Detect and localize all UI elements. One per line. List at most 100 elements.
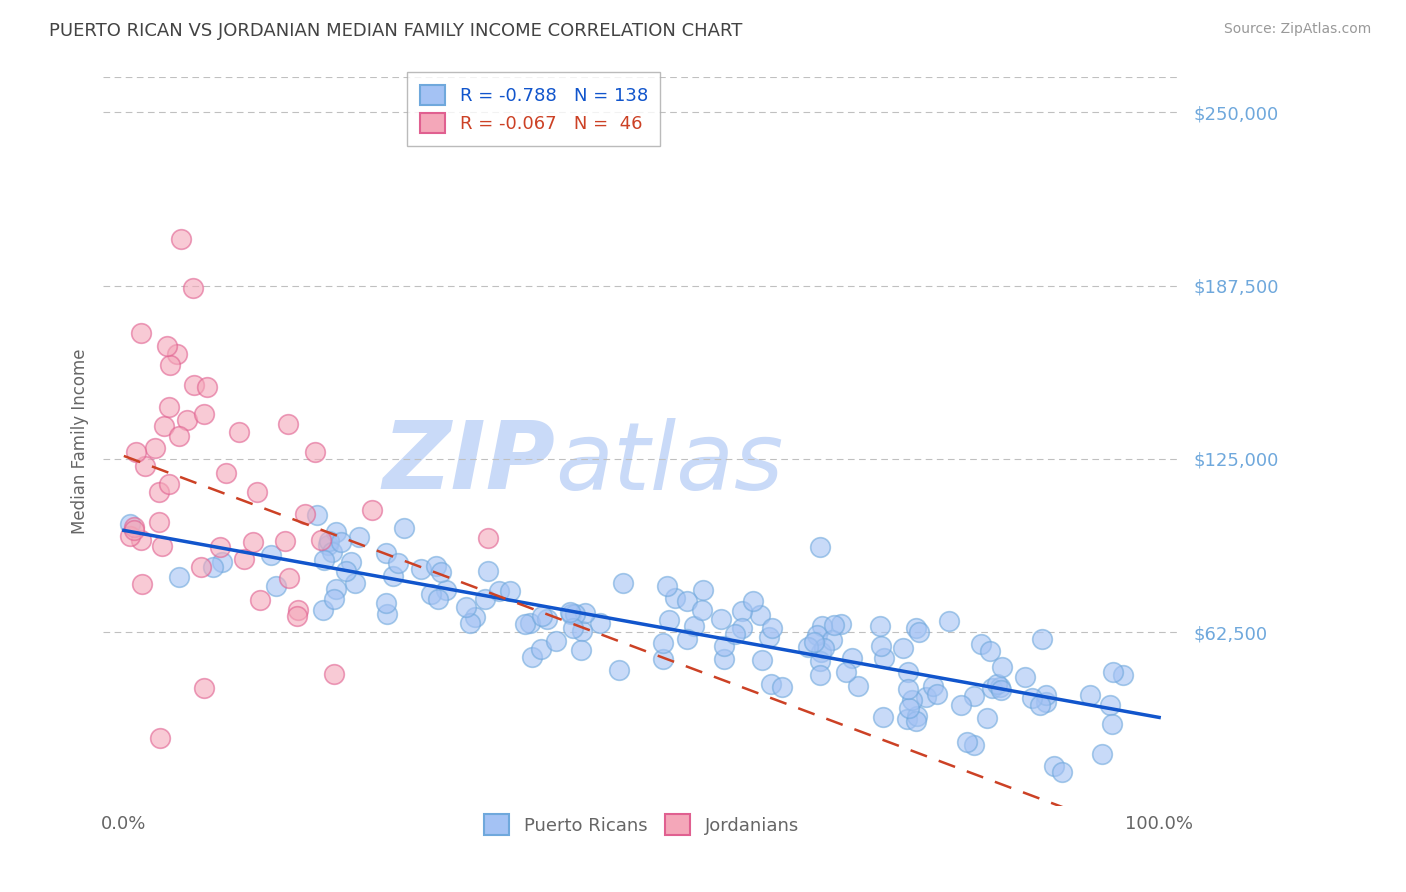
Puerto Ricans xyxy=(1014,670,1036,684)
Puerto Ricans xyxy=(312,603,335,617)
Puerto Ricans xyxy=(658,613,681,627)
Puerto Ricans xyxy=(806,628,828,642)
Puerto Ricans xyxy=(427,592,450,607)
Puerto Ricans xyxy=(810,668,832,682)
Puerto Ricans xyxy=(652,635,675,649)
Puerto Ricans xyxy=(797,640,820,655)
Puerto Ricans xyxy=(731,621,754,635)
Puerto Ricans xyxy=(560,607,582,622)
Puerto Ricans xyxy=(676,632,699,646)
Puerto Ricans xyxy=(949,698,972,712)
Jordanians xyxy=(181,281,204,295)
Puerto Ricans xyxy=(723,627,745,641)
Jordanians xyxy=(150,539,173,553)
Puerto Ricans xyxy=(387,556,409,570)
Puerto Ricans xyxy=(811,619,834,633)
Puerto Ricans xyxy=(896,712,918,726)
Jordanians xyxy=(134,459,156,474)
Puerto Ricans xyxy=(1091,747,1114,761)
Puerto Ricans xyxy=(830,616,852,631)
Puerto Ricans xyxy=(730,604,752,618)
Jordanians xyxy=(197,380,219,394)
Puerto Ricans xyxy=(1035,695,1057,709)
Puerto Ricans xyxy=(201,559,224,574)
Puerto Ricans xyxy=(690,603,713,617)
Puerto Ricans xyxy=(713,652,735,666)
Puerto Ricans xyxy=(813,641,835,656)
Puerto Ricans xyxy=(425,559,447,574)
Text: PUERTO RICAN VS JORDANIAN MEDIAN FAMILY INCOME CORRELATION CHART: PUERTO RICAN VS JORDANIAN MEDIAN FAMILY … xyxy=(49,22,742,40)
Puerto Ricans xyxy=(900,692,922,706)
Puerto Ricans xyxy=(897,665,920,679)
Puerto Ricans xyxy=(1035,688,1057,702)
Puerto Ricans xyxy=(474,592,496,607)
Puerto Ricans xyxy=(770,680,793,694)
Jordanians xyxy=(153,419,176,434)
Puerto Ricans xyxy=(904,621,927,635)
Puerto Ricans xyxy=(477,564,499,578)
Jordanians xyxy=(120,529,142,543)
Puerto Ricans xyxy=(761,620,783,634)
Jordanians xyxy=(278,571,301,585)
Puerto Ricans xyxy=(759,676,782,690)
Jordanians xyxy=(148,484,170,499)
Jordanians xyxy=(148,515,170,529)
Puerto Ricans xyxy=(1098,698,1121,712)
Puerto Ricans xyxy=(260,548,283,562)
Puerto Ricans xyxy=(870,639,893,653)
Puerto Ricans xyxy=(841,651,863,665)
Jordanians xyxy=(228,425,250,439)
Puerto Ricans xyxy=(988,680,1011,694)
Jordanians xyxy=(274,533,297,548)
Puerto Ricans xyxy=(1078,688,1101,702)
Puerto Ricans xyxy=(1029,698,1052,712)
Puerto Ricans xyxy=(1102,665,1125,680)
Puerto Ricans xyxy=(664,591,686,606)
Text: ZIP: ZIP xyxy=(382,417,555,509)
Jordanians xyxy=(159,358,181,372)
Puerto Ricans xyxy=(835,665,858,679)
Puerto Ricans xyxy=(897,682,920,697)
Puerto Ricans xyxy=(908,625,931,640)
Puerto Ricans xyxy=(748,607,770,622)
Puerto Ricans xyxy=(1031,632,1053,647)
Jordanians xyxy=(233,551,256,566)
Puerto Ricans xyxy=(571,624,593,638)
Puerto Ricans xyxy=(607,663,630,677)
Puerto Ricans xyxy=(742,594,765,608)
Text: atlas: atlas xyxy=(555,418,783,509)
Jordanians xyxy=(166,347,188,361)
Puerto Ricans xyxy=(569,642,592,657)
Puerto Ricans xyxy=(434,582,457,597)
Puerto Ricans xyxy=(515,617,537,632)
Puerto Ricans xyxy=(976,711,998,725)
Puerto Ricans xyxy=(986,676,1008,690)
Puerto Ricans xyxy=(915,690,938,705)
Jordanians xyxy=(169,429,191,443)
Puerto Ricans xyxy=(519,615,541,630)
Puerto Ricans xyxy=(454,599,477,614)
Puerto Ricans xyxy=(869,619,891,633)
Puerto Ricans xyxy=(561,621,583,635)
Puerto Ricans xyxy=(329,534,352,549)
Jordanians xyxy=(322,667,344,681)
Jordanians xyxy=(131,577,153,591)
Puerto Ricans xyxy=(905,714,928,729)
Text: Source: ZipAtlas.com: Source: ZipAtlas.com xyxy=(1223,22,1371,37)
Puerto Ricans xyxy=(758,630,780,644)
Puerto Ricans xyxy=(979,644,1001,658)
Puerto Ricans xyxy=(655,579,678,593)
Puerto Ricans xyxy=(464,610,486,624)
Puerto Ricans xyxy=(938,615,960,629)
Puerto Ricans xyxy=(803,635,825,649)
Jordanians xyxy=(157,401,180,415)
Puerto Ricans xyxy=(651,652,673,666)
Puerto Ricans xyxy=(1043,759,1066,773)
Jordanians xyxy=(156,339,179,353)
Puerto Ricans xyxy=(307,508,329,523)
Puerto Ricans xyxy=(981,681,1004,696)
Puerto Ricans xyxy=(710,612,733,626)
Puerto Ricans xyxy=(873,651,896,665)
Puerto Ricans xyxy=(488,583,510,598)
Puerto Ricans xyxy=(420,587,443,601)
